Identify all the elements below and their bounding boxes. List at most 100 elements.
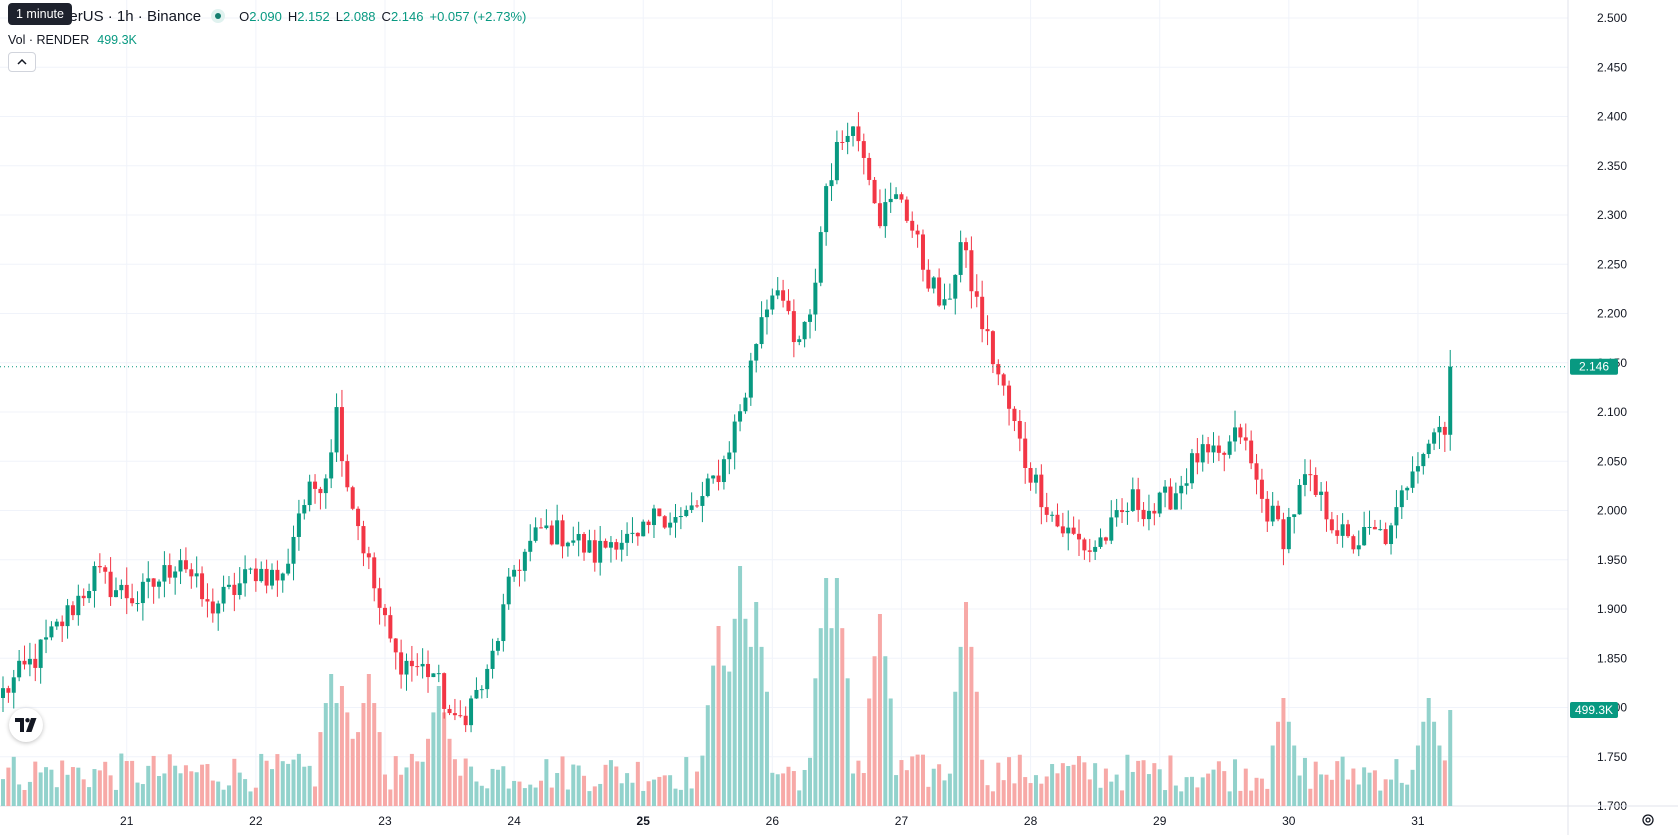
collapse-legend-button[interactable] bbox=[8, 52, 36, 72]
volume-bar bbox=[1152, 763, 1157, 806]
volume-bar bbox=[528, 784, 533, 806]
volume-bar bbox=[1254, 777, 1259, 806]
candle-body bbox=[226, 584, 231, 587]
volume-bar bbox=[1012, 783, 1017, 806]
volume-bar bbox=[1184, 777, 1189, 806]
volume-bar bbox=[1319, 774, 1324, 806]
candle-body bbox=[345, 461, 350, 488]
volume-bar bbox=[759, 646, 764, 806]
volume-bar bbox=[1017, 754, 1022, 806]
volume-bar bbox=[1249, 790, 1254, 806]
volume-bar bbox=[253, 787, 258, 806]
volume-bar bbox=[555, 773, 560, 806]
candle-body bbox=[490, 650, 495, 669]
price-tick-label: 1.750 bbox=[1597, 750, 1627, 764]
candle-body bbox=[200, 573, 205, 600]
candle-body bbox=[1259, 479, 1264, 499]
candle-body bbox=[339, 407, 344, 462]
candle-body bbox=[399, 652, 404, 675]
volume-bar bbox=[845, 678, 850, 806]
volume-bar bbox=[947, 773, 952, 806]
volume-bar bbox=[1351, 768, 1356, 806]
candle-body bbox=[915, 230, 920, 235]
candle-body bbox=[625, 533, 630, 543]
candle-body bbox=[576, 534, 581, 541]
candle-body bbox=[947, 298, 952, 300]
settings-icon[interactable] bbox=[1640, 812, 1656, 828]
candle-body bbox=[985, 329, 990, 332]
volume-bar bbox=[539, 780, 543, 806]
candle-body bbox=[802, 321, 807, 340]
candle-body bbox=[522, 551, 527, 571]
volume-bar bbox=[582, 775, 587, 806]
volume-bar bbox=[571, 764, 576, 806]
volume-bar bbox=[393, 756, 398, 806]
volume-bar bbox=[587, 791, 592, 806]
candle-body bbox=[775, 290, 780, 296]
volume-bar bbox=[1259, 778, 1264, 806]
candle-body bbox=[1340, 524, 1345, 536]
candle-body bbox=[1335, 530, 1340, 536]
volume-bar bbox=[291, 759, 296, 806]
candle-body bbox=[474, 689, 479, 699]
candle-body bbox=[409, 660, 414, 667]
volume-bar bbox=[124, 761, 129, 806]
candle-body bbox=[1346, 524, 1350, 537]
volume-bar bbox=[990, 791, 995, 806]
candle-body bbox=[1233, 427, 1238, 442]
candle-body bbox=[124, 584, 129, 599]
volume-label[interactable]: Vol · RENDER bbox=[8, 33, 90, 47]
market-status-icon[interactable] bbox=[211, 9, 226, 23]
candle-body bbox=[1017, 421, 1022, 439]
volume-bar bbox=[49, 769, 54, 806]
volume-bar bbox=[1146, 774, 1151, 806]
candle-body bbox=[1362, 527, 1367, 546]
tradingview-logo-icon[interactable] bbox=[9, 708, 43, 742]
volume-bar bbox=[1297, 775, 1302, 806]
candle-body bbox=[894, 194, 899, 199]
candle-body bbox=[743, 397, 748, 412]
candle-body bbox=[657, 508, 662, 517]
volume-bar bbox=[1125, 754, 1130, 806]
volume-bar bbox=[151, 755, 156, 806]
candle-body bbox=[883, 202, 888, 227]
candle-body bbox=[420, 663, 425, 667]
volume-bar bbox=[382, 774, 387, 806]
chevron-up-icon bbox=[17, 58, 27, 65]
candle-body bbox=[512, 569, 517, 577]
candle-body bbox=[1313, 475, 1318, 495]
volume-bar bbox=[1415, 745, 1420, 806]
candle-body bbox=[619, 542, 624, 550]
candle-body bbox=[996, 364, 1001, 375]
candle-body bbox=[1146, 510, 1151, 520]
volume-bar bbox=[673, 788, 678, 806]
candle-body bbox=[1066, 527, 1071, 534]
volume-bar bbox=[1243, 768, 1248, 806]
volume-bar bbox=[1442, 760, 1447, 806]
candle-body bbox=[1243, 437, 1248, 441]
volume-bar bbox=[1007, 757, 1012, 806]
volume-bar bbox=[1114, 774, 1119, 806]
volume-bar bbox=[442, 712, 447, 806]
volume-bar bbox=[689, 788, 694, 806]
volume-bar bbox=[1023, 777, 1028, 806]
last-volume-label: 499.3K bbox=[1575, 703, 1613, 717]
volume-bar bbox=[964, 602, 969, 806]
candle-body bbox=[1389, 525, 1394, 545]
candle-body bbox=[549, 525, 554, 545]
volume-bar bbox=[216, 781, 221, 806]
volume-bar bbox=[888, 698, 893, 806]
candle-body bbox=[323, 478, 328, 494]
candle-body bbox=[146, 578, 151, 582]
candle-body bbox=[829, 180, 834, 187]
candle-body bbox=[393, 638, 398, 653]
candle-body bbox=[700, 496, 705, 506]
volume-bar bbox=[980, 759, 985, 806]
price-tick-label: 1.850 bbox=[1597, 651, 1627, 665]
candle-body bbox=[1060, 526, 1065, 534]
candle-body bbox=[1351, 536, 1356, 550]
volume-bar bbox=[797, 790, 802, 806]
volume-bar bbox=[1060, 763, 1065, 806]
volume-bar bbox=[313, 786, 318, 806]
